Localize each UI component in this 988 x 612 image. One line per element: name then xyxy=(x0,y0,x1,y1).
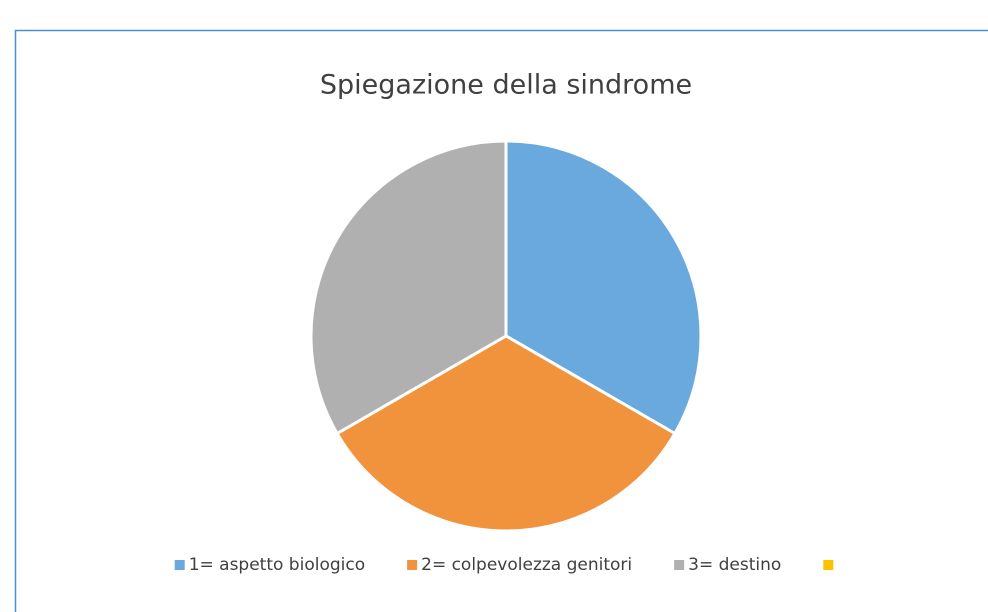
legend-label: 2= colpevolezza genitori xyxy=(421,555,632,575)
pie-slice xyxy=(504,139,703,435)
legend-swatch xyxy=(407,560,418,570)
legend-swatch xyxy=(674,560,685,570)
legend-label: 3= destino xyxy=(688,555,781,575)
pie-slice xyxy=(309,139,508,435)
legend-swatch xyxy=(823,560,834,570)
chart-title: Spiegazione della sindrome xyxy=(320,70,692,101)
legend-swatch xyxy=(174,560,185,570)
legend-label: 1= aspetto biologico xyxy=(189,555,365,575)
